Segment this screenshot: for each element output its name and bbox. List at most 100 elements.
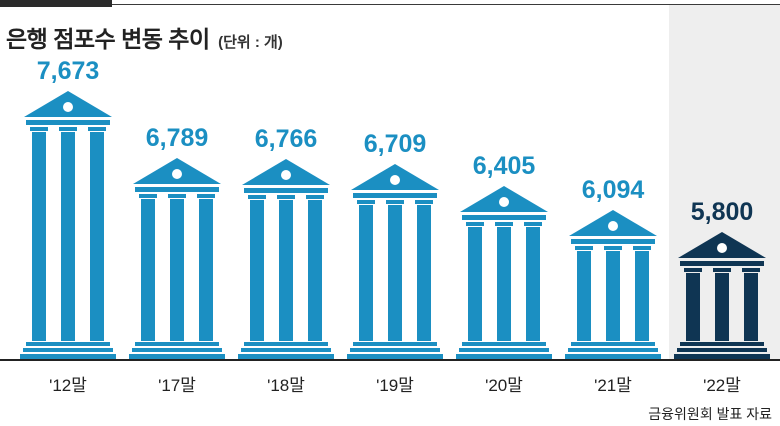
bar-roof-dot	[63, 102, 73, 112]
bar-capital	[306, 195, 324, 199]
value-label: 5,800	[691, 198, 754, 226]
x-tick-label: '18말	[267, 376, 305, 395]
bar-capital	[415, 200, 433, 204]
bar-step	[353, 342, 437, 346]
bar-capital	[88, 127, 106, 131]
bar-capital	[524, 222, 542, 226]
bar-2	[238, 159, 334, 359]
bar-capital	[357, 200, 375, 204]
bar-column	[388, 205, 402, 341]
bar-step	[459, 348, 549, 352]
bar-step	[132, 348, 222, 352]
bar-roof-dot	[172, 169, 182, 179]
bar-column	[468, 227, 482, 341]
bar-capital	[466, 222, 484, 226]
bar-step	[347, 354, 443, 359]
bar-step	[456, 354, 552, 359]
x-tick-label: '19말	[376, 376, 414, 395]
x-tick-label: '20말	[485, 376, 523, 395]
bar-step	[680, 342, 764, 346]
bar-column	[577, 251, 591, 341]
bar-roof-dot	[608, 221, 618, 231]
bar-step	[241, 348, 331, 352]
bar-step	[238, 354, 334, 359]
bar-column	[90, 132, 104, 341]
bar-entablature	[26, 120, 110, 125]
bar-step	[244, 342, 328, 346]
bar-entablature	[353, 193, 437, 198]
bar-1	[129, 158, 225, 359]
bar-capital	[386, 200, 404, 204]
value-label: 6,709	[364, 130, 427, 158]
bar-0	[20, 91, 116, 359]
top-rule	[112, 4, 780, 5]
bar-capital	[168, 194, 186, 198]
bar-6	[674, 232, 770, 359]
top-accent-bar	[0, 0, 112, 7]
bar-step	[350, 348, 440, 352]
bar-capital	[575, 246, 593, 250]
value-label: 6,789	[146, 124, 209, 152]
bar-capital	[713, 268, 731, 272]
bar-capital	[277, 195, 295, 199]
bar-step	[462, 342, 546, 346]
bar-5	[565, 210, 661, 359]
bar-step	[568, 348, 658, 352]
bar-entablature	[571, 239, 655, 244]
source-note: 금융위원회 발표 자료	[648, 406, 772, 422]
bar-4	[456, 186, 552, 359]
bar-column	[359, 205, 373, 341]
bar-column	[606, 251, 620, 341]
bar-entablature	[462, 215, 546, 220]
bar-step	[23, 348, 113, 352]
bar-capital	[59, 127, 77, 131]
unit-label: (단위 : 개)	[218, 34, 283, 51]
value-label: 6,766	[255, 125, 318, 153]
bar-capital	[604, 246, 622, 250]
bar-3	[347, 164, 443, 359]
bar-roof-dot	[390, 175, 400, 185]
x-tick-label: '12말	[49, 376, 87, 395]
bar-column	[199, 199, 213, 341]
bar-column	[170, 199, 184, 341]
x-tick-label: '21말	[594, 376, 632, 395]
bar-column	[250, 200, 264, 341]
bar-column	[61, 132, 75, 341]
x-tick-label: '22말	[703, 376, 741, 395]
bar-roof-dot	[281, 170, 291, 180]
bar-step	[135, 342, 219, 346]
bar-column	[635, 251, 649, 341]
bar-capital	[197, 194, 215, 198]
value-label: 6,094	[582, 176, 645, 204]
bar-column	[715, 273, 729, 341]
bar-step	[26, 342, 110, 346]
bar-column	[744, 273, 758, 341]
bar-entablature	[135, 187, 219, 192]
bar-step	[677, 348, 767, 352]
chart-header: 은행 점포수 변동 추이 (단위 : 개)	[6, 20, 283, 54]
bar-step	[674, 354, 770, 359]
bar-step	[129, 354, 225, 359]
bar-column	[686, 273, 700, 341]
bar-step	[571, 342, 655, 346]
bar-column	[497, 227, 511, 341]
bar-capital	[495, 222, 513, 226]
bar-capital	[684, 268, 702, 272]
bar-entablature	[680, 261, 764, 266]
x-tick-label: '17말	[158, 376, 196, 395]
value-label: 7,673	[37, 57, 100, 85]
bar-roof-dot	[499, 197, 509, 207]
bar-column	[417, 205, 431, 341]
bar-roof-dot	[717, 243, 727, 253]
value-label: 6,405	[473, 152, 536, 180]
bar-step	[20, 354, 116, 359]
bar-capital	[139, 194, 157, 198]
bar-capital	[30, 127, 48, 131]
bar-column	[526, 227, 540, 341]
bar-column	[141, 199, 155, 341]
bar-column	[308, 200, 322, 341]
chart-title: 은행 점포수 변동 추이	[6, 26, 210, 52]
bar-entablature	[244, 188, 328, 193]
bar-capital	[248, 195, 266, 199]
